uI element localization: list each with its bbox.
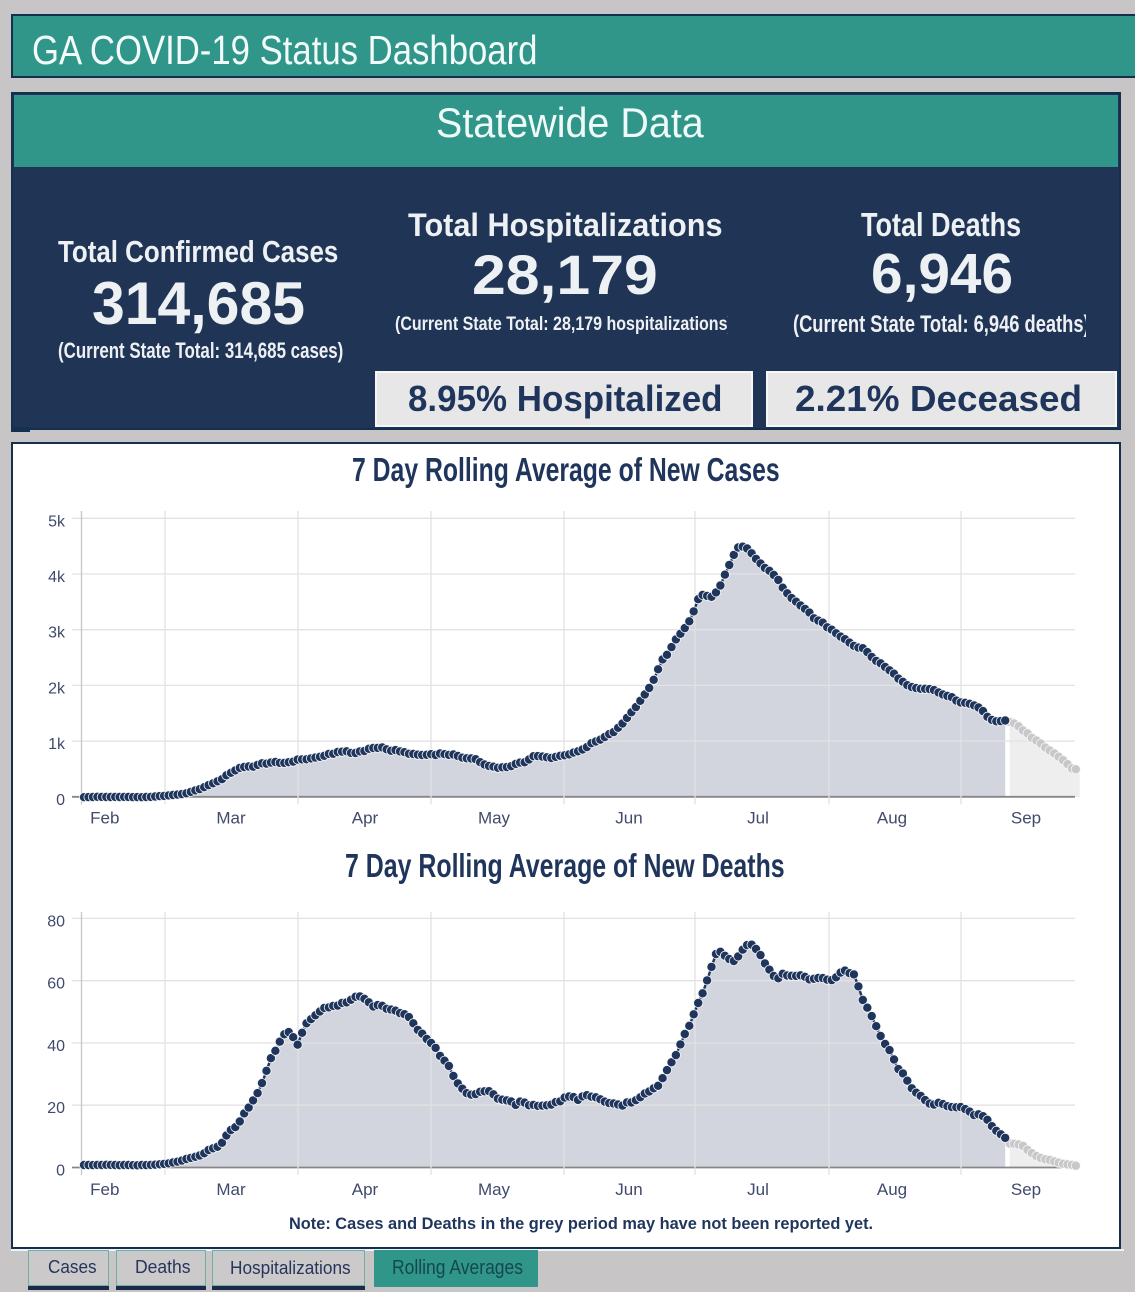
svg-text:0: 0 — [56, 1163, 65, 1180]
svg-text:Feb: Feb — [90, 809, 119, 828]
svg-text:May: May — [478, 809, 511, 828]
svg-text:Aug: Aug — [877, 1180, 907, 1199]
svg-text:2k: 2k — [48, 680, 66, 697]
svg-text:Feb: Feb — [90, 1180, 119, 1199]
svg-text:3k: 3k — [48, 625, 66, 642]
svg-text:Apr: Apr — [352, 1180, 379, 1199]
svg-text:Jul: Jul — [747, 809, 769, 828]
svg-text:Mar: Mar — [216, 809, 246, 828]
svg-text:Mar: Mar — [216, 1180, 246, 1199]
svg-text:0: 0 — [56, 792, 65, 809]
svg-text:20: 20 — [47, 1100, 65, 1117]
svg-text:Jun: Jun — [615, 809, 642, 828]
svg-text:4k: 4k — [48, 569, 66, 586]
svg-text:1k: 1k — [48, 736, 66, 753]
svg-text:Jul: Jul — [747, 1180, 769, 1199]
svg-text:Aug: Aug — [877, 809, 907, 828]
svg-text:Jun: Jun — [615, 1180, 642, 1199]
svg-text:60: 60 — [47, 976, 65, 993]
svg-text:80: 80 — [47, 913, 65, 930]
svg-text:Sep: Sep — [1011, 1180, 1041, 1199]
svg-text:May: May — [478, 1180, 511, 1199]
svg-text:Apr: Apr — [352, 809, 379, 828]
svg-text:40: 40 — [47, 1038, 65, 1055]
svg-text:Sep: Sep — [1011, 809, 1041, 828]
svg-text:5k: 5k — [48, 513, 66, 530]
